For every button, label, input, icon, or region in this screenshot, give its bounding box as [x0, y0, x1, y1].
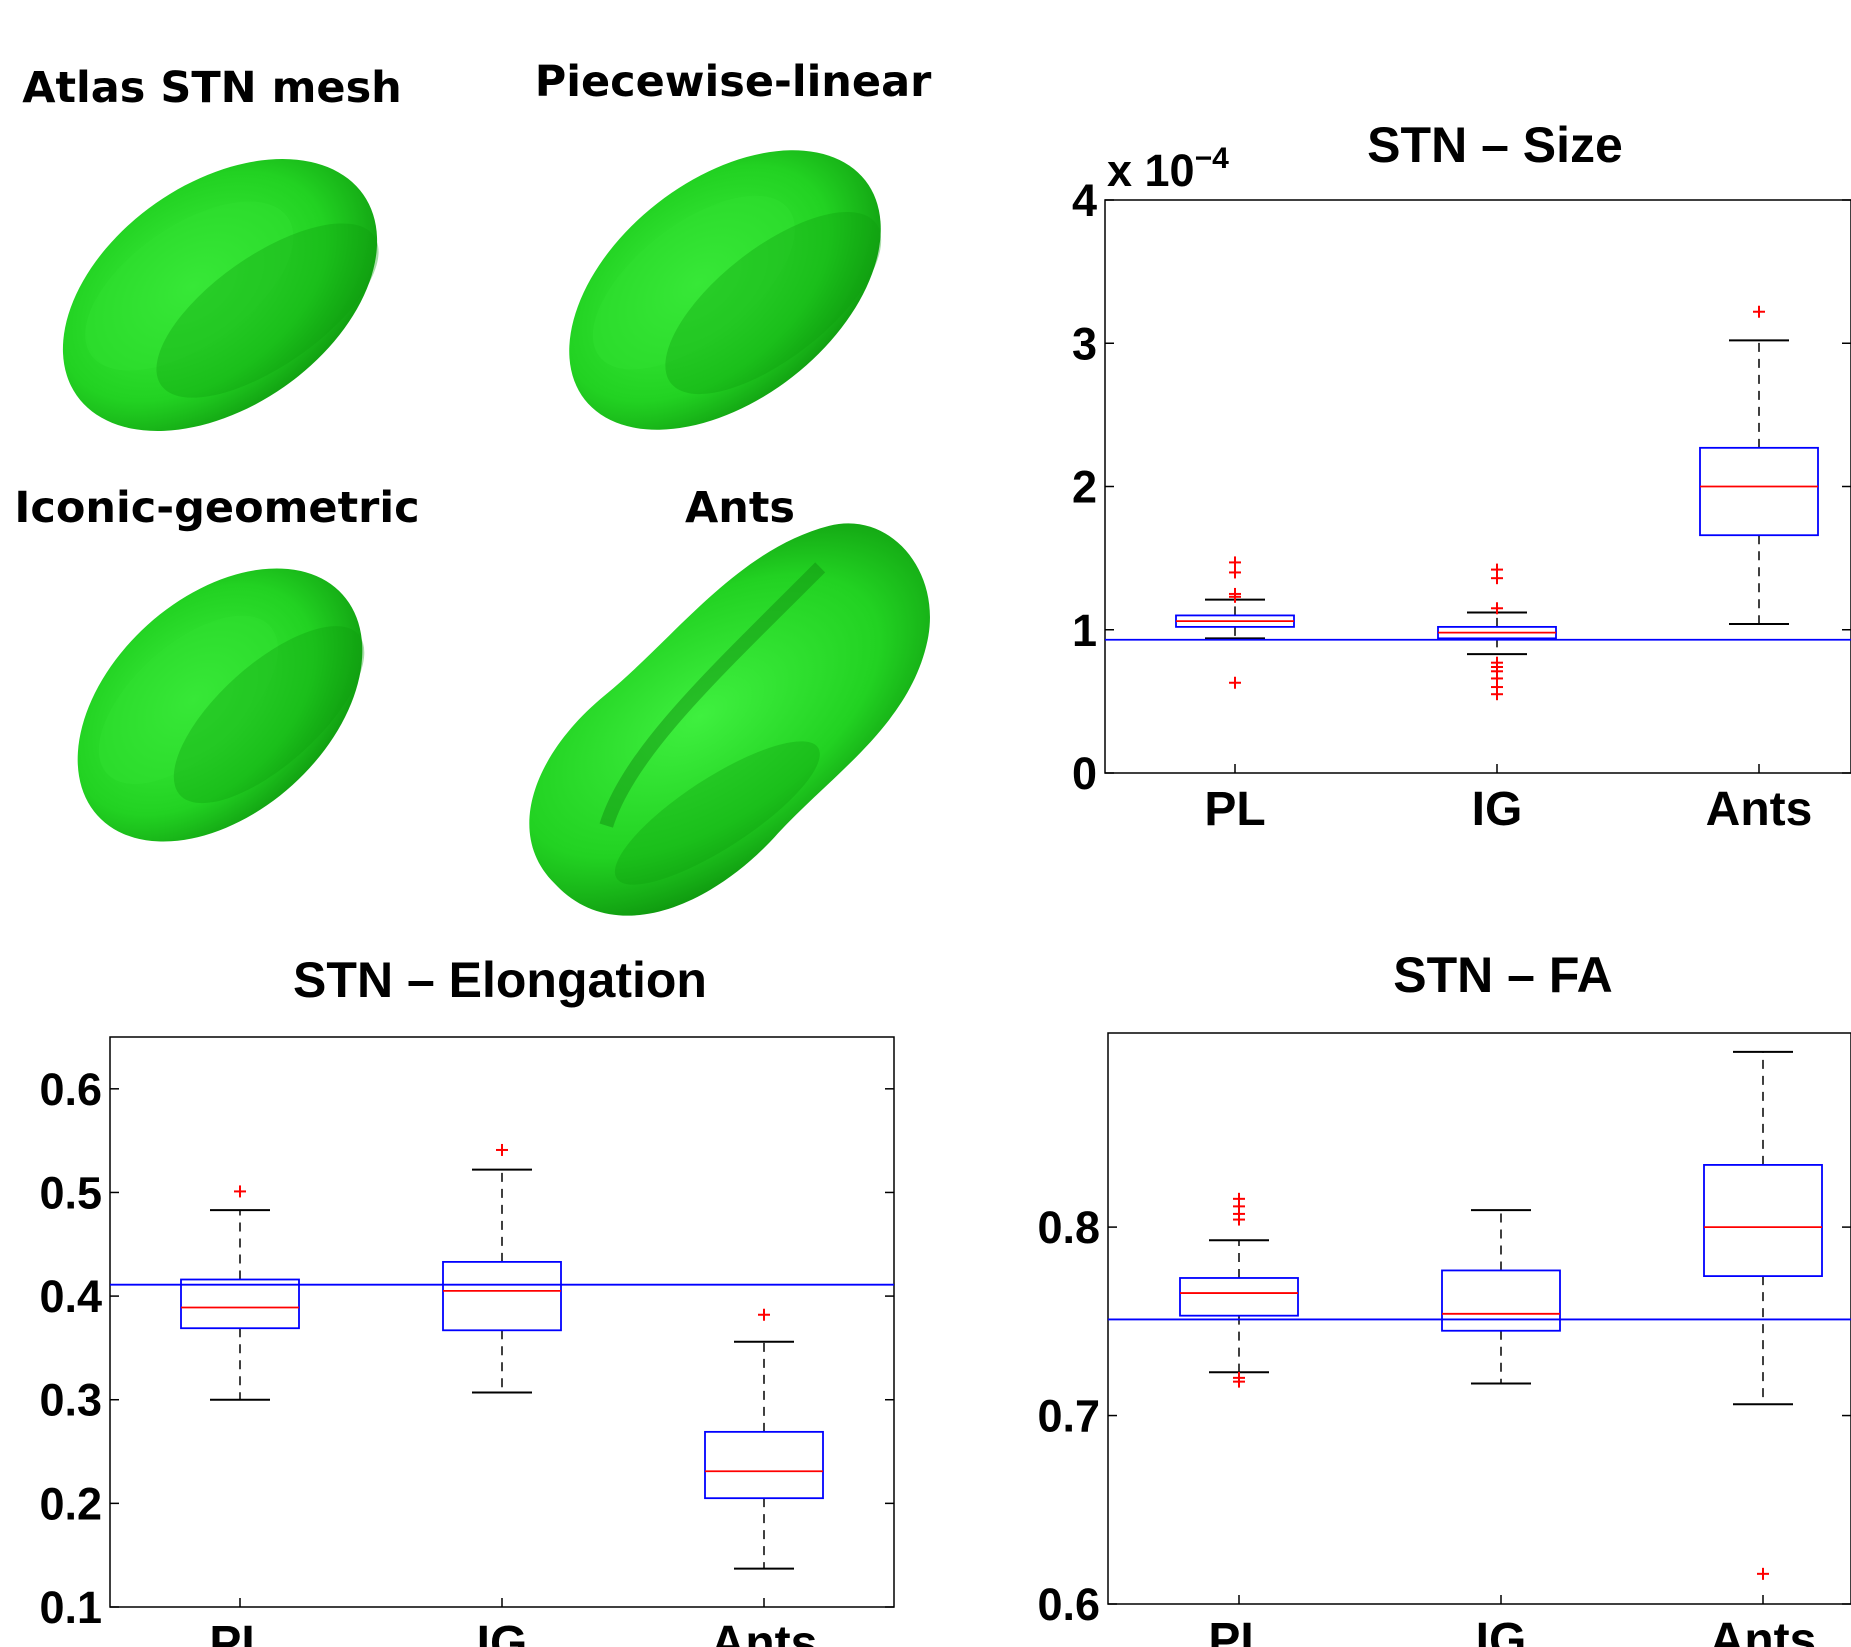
outlier-marker	[758, 1308, 770, 1321]
x-category-label: IG	[1472, 783, 1523, 836]
outlier-marker	[234, 1185, 246, 1198]
x-category-label: PL	[209, 1617, 270, 1647]
y-tick-label: 0.6	[1037, 1579, 1100, 1630]
outlier-marker	[1753, 305, 1765, 318]
box-Ants	[1703, 1050, 1823, 1580]
mesh-iconic-panel: Iconic-geometric	[14, 483, 420, 842]
outlier-marker	[1229, 676, 1241, 689]
outlier-marker	[1229, 587, 1241, 600]
mesh-iconic-title: Iconic-geometric	[14, 483, 419, 533]
mesh-iconic-shape	[77, 568, 365, 842]
y-tick-label: 3	[1072, 318, 1097, 369]
y-tick-label: 1	[1072, 605, 1097, 656]
y-tick-label: 0.4	[39, 1271, 102, 1322]
x-category-label: PL	[1204, 783, 1265, 836]
y-tick-label: 0	[1072, 748, 1097, 799]
chart-fa: STN – FA 0.6 0.7 0.8 PL IG Ants	[1037, 947, 1851, 1647]
box-iqr	[442, 1260, 562, 1332]
box-iqr	[704, 1430, 824, 1500]
axes-frame	[1107, 1032, 1851, 1605]
outlier-marker	[1491, 563, 1503, 576]
outlier-marker	[1233, 1371, 1245, 1384]
mesh-ants-panel: Ants	[529, 483, 930, 916]
y-tick-label: 0.1	[39, 1582, 102, 1633]
box-iqr	[1703, 1164, 1823, 1277]
chart-title: STN – Elongation	[293, 952, 707, 1008]
outlier-marker	[1491, 656, 1503, 669]
y-tick-label: 0.8	[1037, 1202, 1100, 1253]
axes-frame	[109, 1036, 895, 1608]
mesh-piecewise-shape	[569, 150, 882, 430]
mesh-piecewise-title: Piecewise-linear	[535, 57, 932, 107]
chart-title: STN – Size	[1367, 117, 1623, 173]
box-IG	[1441, 1209, 1561, 1385]
outlier-marker	[1757, 1567, 1769, 1580]
mesh-atlas-shape	[62, 159, 379, 431]
box-PL	[1175, 556, 1295, 689]
box-PL	[180, 1185, 300, 1401]
box-PL	[1179, 1192, 1299, 1388]
mesh-piecewise-panel: Piecewise-linear	[535, 57, 932, 430]
y-tick-label: 0.6	[39, 1064, 102, 1115]
x-category-label: IG	[1476, 1614, 1527, 1647]
outlier-marker	[1233, 1192, 1245, 1205]
outlier-marker	[496, 1143, 508, 1156]
y-tick-label: 4	[1072, 175, 1097, 226]
y-multiplier: x 10−4	[1107, 142, 1229, 196]
box-iqr	[1699, 446, 1819, 537]
y-tick-label: 0.7	[1037, 1391, 1100, 1442]
box-iqr	[180, 1278, 300, 1330]
outlier-marker	[1229, 566, 1241, 579]
outlier-marker	[1491, 602, 1503, 615]
box-iqr	[1441, 1269, 1561, 1332]
box-Ants	[1699, 305, 1819, 626]
mesh-ants-title: Ants	[685, 483, 795, 533]
outlier-marker	[1229, 556, 1241, 569]
y-tick-label: 0.3	[39, 1375, 102, 1426]
chart-title: STN – FA	[1393, 947, 1612, 1003]
x-category-label: Ants	[1706, 783, 1813, 836]
chart-elongation: STN – Elongation 0.1 0.2 0.3 0.4 0.5 0.6 PL IG An…	[39, 952, 895, 1647]
box-iqr	[1179, 1277, 1299, 1317]
box-Ants	[704, 1308, 824, 1570]
x-category-label: Ants	[711, 1617, 818, 1647]
mesh-ants-shape	[529, 523, 930, 916]
box-IG	[1437, 563, 1557, 701]
y-tick-label: 2	[1072, 462, 1097, 513]
x-category-label: Ants	[1710, 1614, 1817, 1647]
box-IG	[442, 1143, 562, 1394]
x-category-label: PL	[1208, 1614, 1269, 1647]
chart-size: STN – Size 0 1 2 3 4x 10−4 PL IG Ants	[1072, 117, 1851, 836]
y-tick-label: 0.2	[39, 1478, 102, 1529]
mesh-atlas-title: Atlas STN mesh	[22, 63, 402, 113]
mesh-atlas-panel: Atlas STN mesh	[22, 63, 402, 431]
y-tick-label: 0.5	[39, 1167, 102, 1218]
x-category-label: IG	[477, 1617, 528, 1647]
